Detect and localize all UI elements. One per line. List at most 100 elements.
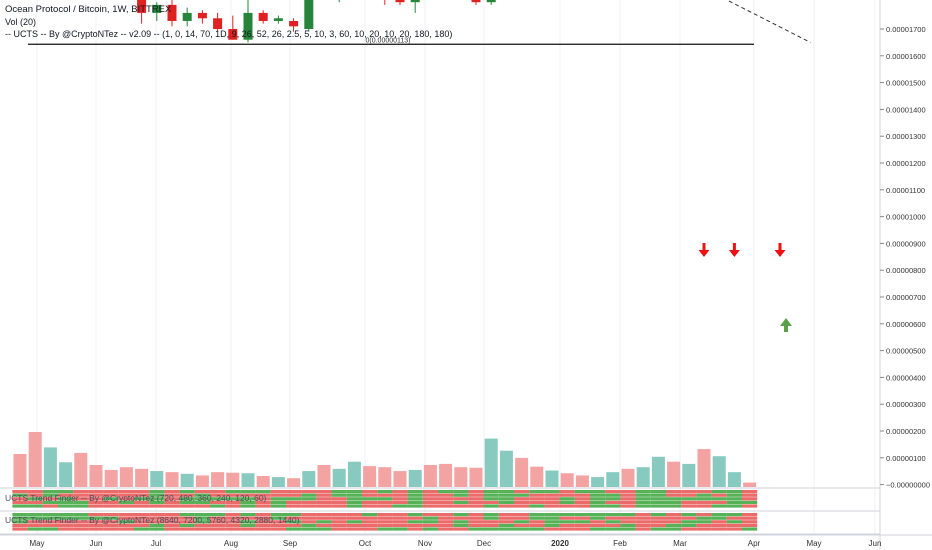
price-tick-label: 0.00000100 [886,454,926,463]
trend-cell [134,513,150,517]
candle-body[interactable] [182,12,192,21]
volume-bar [697,449,711,487]
candle-body[interactable] [395,0,405,3]
candle-body[interactable] [410,0,420,3]
trend-cell [711,497,727,501]
trend-cell [392,523,408,527]
trend-cell [88,504,104,508]
trend-cell [301,516,317,520]
volume-bar [317,465,331,487]
trend-cell [88,497,104,501]
trend-cell [559,504,575,508]
candle-body[interactable] [304,0,314,30]
trend-cell [27,500,43,504]
trend-cell [483,490,499,494]
volume-bar [423,465,437,487]
trend-cell [240,504,256,508]
trend-cell [392,504,408,508]
trend-cell [103,490,119,494]
candle-body[interactable] [243,12,253,40]
trend-cell [377,490,393,494]
trend-cell [149,527,165,531]
trend-cell [544,504,560,508]
trend-cell [103,497,119,501]
trend-cell [362,500,378,504]
time-axis[interactable]: May Jun Jul Aug Sep Oct Nov Dec 2020 Feb Mar Apr May… [0,534,932,548]
trend-cell [605,513,621,517]
trend-cell [210,493,226,497]
volume-layer [13,432,757,487]
price-axis[interactable]: 0.00001700 0.00001600 0.00001500 0.00001400… [879,0,932,550]
candle-body[interactable] [289,20,299,27]
trend-cell [42,500,58,504]
trend-cell [544,500,560,504]
trend-cell [164,516,180,520]
candle-body[interactable] [152,4,162,13]
candle-body[interactable] [273,18,283,21]
trend-cell [301,497,317,501]
price-tick-label: 0.00000500 [886,347,926,356]
price-tick-label: 0.00001000 [886,213,926,222]
trend-cell [635,513,651,517]
volume-bar [28,432,42,487]
trend-cell [438,493,454,497]
trend-cell [498,497,514,501]
trend-cell [255,504,271,508]
trend-cell [498,527,514,531]
trend-cell [179,490,195,494]
trend-cell [696,490,712,494]
trend-cell [164,523,180,527]
volume-bar [591,477,605,487]
volume-bar [712,456,726,487]
trend-cell [240,520,256,524]
trend-cell [42,497,58,501]
trend-cell [73,523,89,527]
trend-cell [179,516,195,520]
time-tick-label: May [806,539,821,548]
trend-cell [225,493,241,497]
time-tick-label: Feb [613,539,627,548]
trend-cell [118,504,134,508]
candles-layer[interactable] [16,0,755,43]
trend-cell [27,504,43,508]
trend-cell [42,490,58,494]
indicator-panels [0,487,880,535]
trend-cell [392,520,408,524]
trend-cell [301,523,317,527]
trend-cell [392,527,408,531]
candle-body[interactable] [258,12,268,21]
trend-cell [164,504,180,508]
trend-cell [377,504,393,508]
candle-body[interactable] [486,0,496,3]
trend-cell [392,490,408,494]
trend-cell [574,493,590,497]
time-tick-label: Apr [748,539,761,548]
trend-cell [620,520,636,524]
candle-body[interactable] [197,12,207,19]
candle-body[interactable] [213,18,223,29]
trend-cell [134,504,150,508]
trend-cell [331,513,347,517]
candle-body[interactable] [471,0,481,3]
trend-cell [331,527,347,531]
trend-cell [331,490,347,494]
trend-finder-label-2: UCTS Trend Finder -- By @CryptoNTez (864… [5,515,300,525]
trend-cell [346,493,362,497]
trend-cell [210,504,226,508]
trend-cell [179,504,195,508]
trend-cell [635,497,651,501]
trend-cell [316,500,332,504]
trend-cell [42,493,58,497]
volume-bar [104,469,118,487]
candle-body[interactable] [137,0,147,13]
trend-cell [255,516,271,520]
candle-body[interactable] [167,4,177,21]
trend-cell [58,497,74,501]
trend-cell [696,527,712,531]
trend-cell [42,527,58,531]
trend-cell [73,497,89,501]
candle-body[interactable] [228,29,238,40]
trend-cell [179,513,195,517]
price-tick-label: 0.00001500 [886,79,926,88]
